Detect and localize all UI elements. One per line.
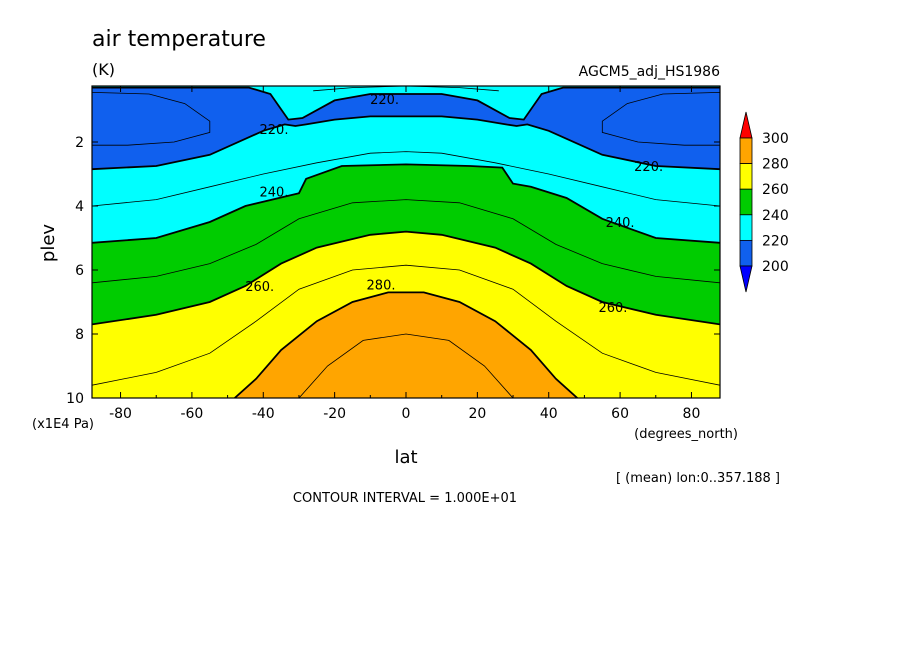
y-tick-label: 2 [75, 135, 84, 151]
thin-contour-0 [92, 92, 211, 146]
thin-contour-3 [92, 151, 720, 207]
thin-contour-6 [298, 333, 514, 398]
x-units-label: (degrees_north) [634, 427, 738, 442]
contour-b260 [234, 291, 578, 398]
x-axis: -80 -60 -40 -20 0 20 40 60 80 [109, 86, 700, 422]
colorbar-extend-top [739, 111, 753, 139]
x-tick-label: 20 [468, 406, 486, 422]
thin-contour-5 [92, 264, 720, 386]
contour-b200_bot [92, 115, 720, 171]
colorbar-label: 220 [762, 233, 789, 249]
units-label: (K) [92, 60, 115, 79]
y-axis: 2 4 6 8 10 [66, 135, 720, 407]
contour-b220 [92, 163, 720, 244]
contour-label-5: 260. [245, 280, 274, 295]
x-tick-label: 40 [540, 406, 558, 422]
thin-contour-4 [92, 199, 720, 284]
y-tick-label: 10 [66, 391, 84, 407]
x-tick-label: 0 [402, 406, 411, 422]
contour-label-1: 220. [260, 123, 289, 138]
x-tick-label: -60 [180, 406, 203, 422]
colorbar-label: 240 [762, 208, 789, 224]
y-units-label: (x1E4 Pa) [32, 417, 94, 432]
x-tick-label: 80 [683, 406, 701, 422]
contour-labels: 220. 220. 220. 240. 240. 260. 260. 280. [245, 93, 663, 316]
labelled-contour-lines [92, 86, 720, 398]
colorbar-extend-bottom [739, 265, 753, 293]
colorbar-segment [739, 239, 753, 267]
thin-contour-lines [92, 86, 720, 398]
colorbar-segment [739, 137, 753, 165]
chart-title: air temperature [92, 27, 266, 52]
contour-b240 [92, 230, 720, 326]
x-tick-label: -40 [252, 406, 275, 422]
model-label: AGCM5_adj_HS1986 [579, 64, 720, 80]
colorbar-segment [739, 163, 753, 190]
contour-interval-note: CONTOUR INTERVAL = 1.000E+01 [293, 491, 517, 506]
colorbar-label: 260 [762, 182, 789, 198]
y-tick-label: 6 [75, 263, 84, 279]
contour-label-0: 220. [370, 93, 399, 108]
colorbar-label: 280 [762, 157, 789, 173]
thin-contour-2 [313, 86, 499, 92]
x-axis-label: lat [394, 447, 417, 468]
contour-label-3: 240. [260, 186, 289, 201]
band-280-300 [234, 292, 578, 398]
y-tick-label: 8 [75, 327, 84, 343]
colorbar-label: 200 [762, 259, 789, 275]
x-tick-label: -20 [323, 406, 346, 422]
colorbar-segment [739, 188, 753, 216]
colorbar-label: 300 [762, 131, 789, 147]
y-axis-label: plev [38, 224, 59, 263]
contour-label-6: 260. [598, 301, 627, 316]
x-tick-label: -80 [109, 406, 132, 422]
contour-label-4: 240. [606, 216, 635, 231]
subset-note: [ (mean) lon:0..357.188 ] [616, 471, 780, 486]
contour-label-2: 220. [634, 160, 663, 175]
colorbar: 200 220 240 260 280 300 [739, 111, 789, 293]
contour-b200_top [92, 86, 720, 121]
x-tick-label: 60 [611, 406, 629, 422]
contour-label-7: 280. [367, 278, 396, 293]
filled-contour-bands [92, 86, 720, 398]
thin-contour-1 [601, 92, 720, 146]
band-200-220 [92, 87, 720, 170]
colorbar-segment [739, 214, 753, 241]
y-tick-label: 4 [75, 199, 84, 215]
